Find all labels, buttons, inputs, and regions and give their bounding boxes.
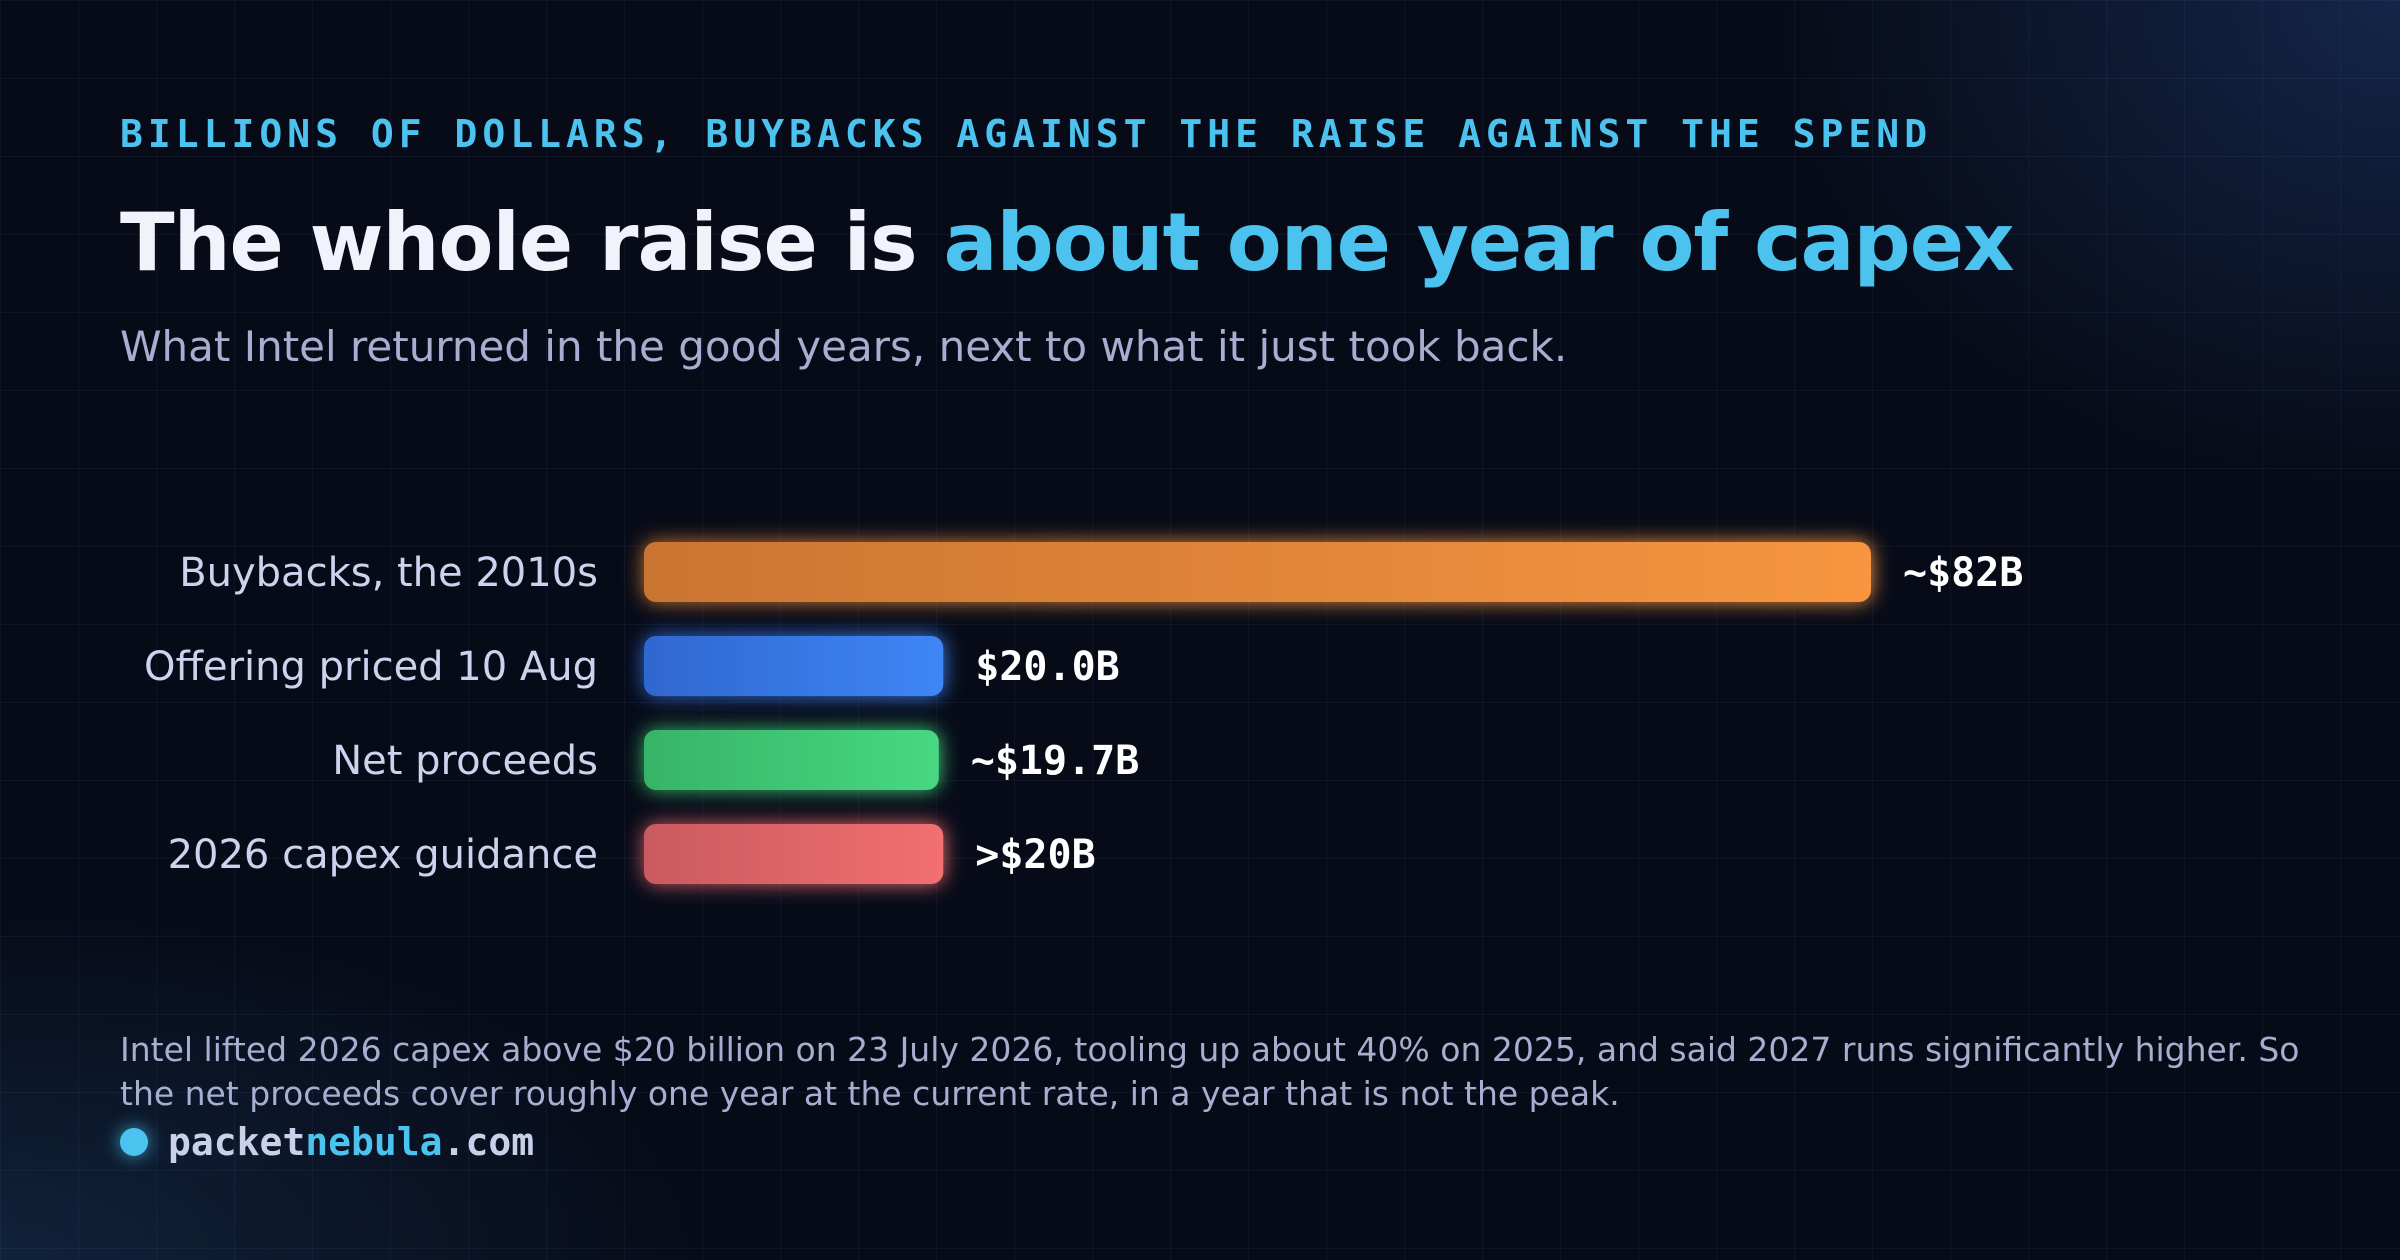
value-label-offering-priced-10-aug: $20.0B bbox=[975, 644, 1120, 690]
category-label-buybacks-the-2010s: Buybacks, the 2010s bbox=[179, 550, 598, 596]
bar-buybacks-the-2010s bbox=[644, 542, 1871, 602]
category-label-offering-priced-10-aug: Offering priced 10 Aug bbox=[144, 644, 598, 690]
value-label-net-proceeds: ~$19.7B bbox=[971, 738, 1140, 784]
eyebrow: BILLIONS OF DOLLARS, BUYBACKS AGAINST TH… bbox=[120, 112, 1933, 156]
brand-dot-icon bbox=[120, 1128, 148, 1156]
brand-name-part2: nebula bbox=[305, 1120, 443, 1164]
bar-net-proceeds bbox=[644, 730, 939, 790]
subtitle: What Intel returned in the good years, n… bbox=[120, 322, 1568, 371]
title-highlight: about one year of capex bbox=[943, 196, 2014, 289]
page-title: The whole raise is about one year of cap… bbox=[120, 196, 2015, 289]
brand-name-part3: .com bbox=[442, 1120, 535, 1164]
category-label-2026-capex-guidance: 2026 capex guidance bbox=[168, 832, 598, 878]
footnote: Intel lifted 2026 capex above $20 billio… bbox=[120, 1030, 2300, 1113]
category-label-net-proceeds: Net proceeds bbox=[332, 738, 598, 784]
value-label-buybacks-the-2010s: ~$82B bbox=[1903, 550, 2023, 596]
brand-name: packetnebula.com bbox=[168, 1120, 534, 1164]
bar-2026-capex-guidance bbox=[644, 824, 944, 884]
brand[interactable]: packetnebula.com bbox=[120, 1120, 534, 1164]
brand-name-part1: packet bbox=[168, 1120, 306, 1164]
bar-offering-priced-10-aug bbox=[644, 636, 944, 696]
title-lead: The whole raise is bbox=[120, 196, 918, 289]
value-label-2026-capex-guidance: >$20B bbox=[975, 832, 1095, 878]
